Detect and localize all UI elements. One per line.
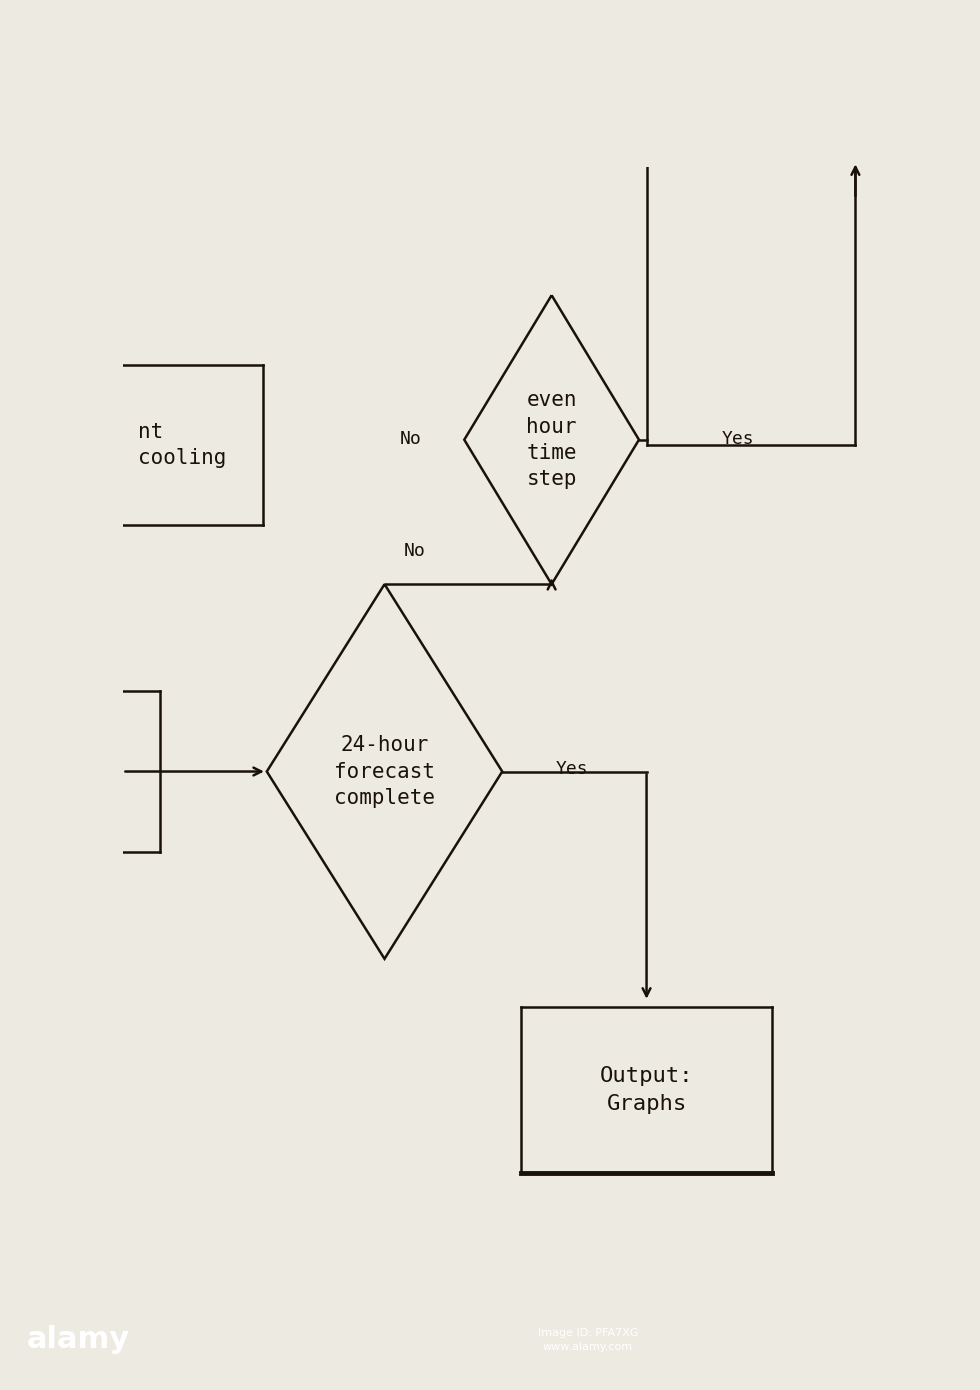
Text: Yes: Yes <box>721 430 754 448</box>
Text: Image ID: PFA7XG
www.alamy.com: Image ID: PFA7XG www.alamy.com <box>538 1329 638 1351</box>
Text: alamy: alamy <box>26 1326 130 1354</box>
Text: nt
cooling: nt cooling <box>137 423 226 468</box>
Text: even
hour
time
step: even hour time step <box>526 391 577 489</box>
Text: Yes: Yes <box>556 760 588 778</box>
Text: 24-hour
forecast
complete: 24-hour forecast complete <box>334 735 435 808</box>
Text: No: No <box>400 430 422 448</box>
Text: No: No <box>404 542 425 560</box>
Text: Output:
Graphs: Output: Graphs <box>600 1066 694 1113</box>
